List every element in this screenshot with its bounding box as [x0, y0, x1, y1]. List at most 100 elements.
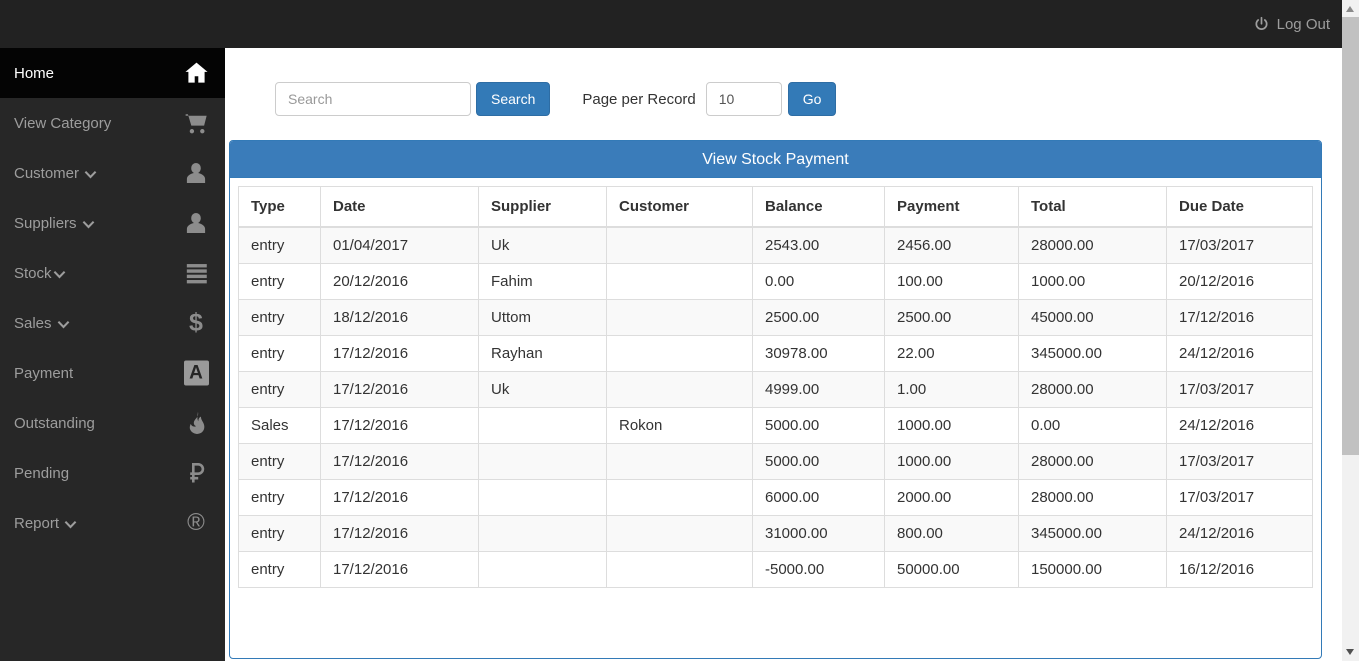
home-icon	[181, 60, 211, 87]
table-cell: 28000.00	[1018, 443, 1167, 480]
dollar-icon: $	[189, 308, 203, 337]
table-cell: 1.00	[884, 371, 1019, 408]
sidebar-item-customer[interactable]: Customer	[0, 148, 225, 198]
sidebar-menu: Home View Category Customer Suppliers Stock S…	[0, 48, 225, 548]
table-cell: Sales	[238, 407, 321, 444]
table-cell: 1000.00	[884, 443, 1019, 480]
table-cell: Uttom	[478, 299, 607, 336]
table-row: entry 17/12/2016 -5000.00 50000.00 150000.00…	[238, 551, 1313, 588]
table-cell: 17/12/2016	[320, 479, 479, 516]
sidebar-item-payment[interactable]: Payment A	[0, 348, 225, 398]
table-cell: Fahim	[478, 263, 607, 300]
chevron-down-icon	[64, 520, 77, 529]
table-cell: 20/12/2016	[1166, 263, 1313, 300]
table-cell: 24/12/2016	[1166, 335, 1313, 372]
table-cell: 17/12/2016	[1166, 299, 1313, 336]
table-cell: entry	[238, 263, 321, 300]
sidebar-item-label: View Category	[14, 114, 112, 132]
table-cell: 1000.00	[1018, 263, 1167, 300]
table-cell: 2456.00	[884, 226, 1019, 264]
table-cell	[606, 226, 753, 264]
sidebar-item-suppliers[interactable]: Suppliers	[0, 198, 225, 248]
table-cell: 5000.00	[752, 407, 885, 444]
table-cell: 2500.00	[884, 299, 1019, 336]
table-row: entry 18/12/2016 Uttom 2500.00 2500.00 45000.…	[238, 299, 1313, 336]
logout-button[interactable]: Log Out	[1253, 0, 1330, 48]
table-cell	[478, 407, 607, 444]
table-row: entry 17/12/2016 31000.00 800.00 345000.00 24…	[238, 515, 1313, 552]
table-cell: Rokon	[606, 407, 753, 444]
user-icon	[181, 209, 211, 237]
page-per-record-input[interactable]	[705, 82, 782, 116]
table-cell	[478, 515, 607, 552]
chevron-down-icon	[53, 270, 66, 279]
page-per-record-label: Page per Record	[582, 90, 696, 108]
sidebar-item-sales[interactable]: Sales $	[0, 298, 225, 348]
column-header: Type	[238, 186, 321, 228]
sidebar-item-label: Sales	[14, 314, 52, 332]
table-cell: Uk	[478, 226, 607, 264]
table-cell: 20/12/2016	[320, 263, 479, 300]
table-cell: 22.00	[884, 335, 1019, 372]
sidebar-item-pending[interactable]: Pending	[0, 448, 225, 498]
toolbar: Search Page per Record Go	[275, 82, 837, 116]
table-cell: 17/03/2017	[1166, 226, 1313, 264]
table-cell: 17/03/2017	[1166, 371, 1313, 408]
column-header: Due Date	[1166, 186, 1313, 228]
table-cell: 17/12/2016	[320, 371, 479, 408]
table-cell	[606, 263, 753, 300]
column-header: Supplier	[478, 186, 607, 228]
stock-payment-table: Type Date Supplier Customer Balance Payment To…	[238, 186, 1313, 588]
table-cell	[606, 299, 753, 336]
scroll-up-icon[interactable]	[1346, 6, 1354, 12]
search-input[interactable]	[275, 82, 471, 116]
table-cell: 17/12/2016	[320, 551, 479, 588]
table-cell: 150000.00	[1018, 551, 1167, 588]
table-cell: Rayhan	[478, 335, 607, 372]
sidebar-item-label: Home	[14, 64, 55, 82]
sidebar-item-outstanding[interactable]: Outstanding	[0, 398, 225, 448]
table-cell: 17/03/2017	[1166, 443, 1313, 480]
sidebar-item-label: Customer	[14, 164, 80, 182]
table-cell: 1000.00	[884, 407, 1019, 444]
sidebar-item-label: Payment	[14, 364, 74, 382]
adn-icon: A	[181, 360, 211, 386]
column-header: Payment	[884, 186, 1019, 228]
panel-body: Type Date Supplier Customer Balance Payment To…	[230, 178, 1321, 596]
sidebar-item-report[interactable]: Report ®	[0, 498, 225, 548]
table-cell	[606, 479, 753, 516]
table-cell: 800.00	[884, 515, 1019, 552]
scroll-down-icon[interactable]	[1346, 649, 1354, 655]
column-header: Customer	[606, 186, 753, 228]
scrollbar-thumb[interactable]	[1342, 17, 1359, 455]
table-cell: 100.00	[884, 263, 1019, 300]
user-icon	[181, 159, 211, 187]
vertical-scrollbar[interactable]	[1342, 0, 1359, 661]
table-cell	[478, 443, 607, 480]
table-cell	[606, 443, 753, 480]
table-cell: 345000.00	[1018, 515, 1167, 552]
table-cell: 6000.00	[752, 479, 885, 516]
sidebar-item-stock[interactable]: Stock	[0, 248, 225, 298]
registered-icon: ®	[187, 509, 205, 536]
main-content: Search Page per Record Go View Stock Pay…	[225, 48, 1342, 661]
column-header: Total	[1018, 186, 1167, 228]
ruble-icon	[181, 461, 211, 485]
search-button[interactable]: Search	[476, 82, 551, 116]
power-icon	[1253, 16, 1270, 33]
table-cell: 18/12/2016	[320, 299, 479, 336]
table-cell: 45000.00	[1018, 299, 1167, 336]
stock-payment-panel: View Stock Payment Type Date Supplier Custo…	[229, 140, 1322, 659]
table-header-row: Type Date Supplier Customer Balance Payment To…	[238, 186, 1313, 228]
sidebar-item-home[interactable]: Home	[0, 48, 225, 98]
table-cell: 345000.00	[1018, 335, 1167, 372]
table-cell: 28000.00	[1018, 226, 1167, 264]
sidebar-item-label: Pending	[14, 464, 70, 482]
sidebar-item-view-category[interactable]: View Category	[0, 98, 225, 148]
table-cell: 5000.00	[752, 443, 885, 480]
table-cell	[478, 479, 607, 516]
table-cell: 2500.00	[752, 299, 885, 336]
table-cell: 01/04/2017	[320, 226, 479, 264]
go-button[interactable]: Go	[787, 82, 837, 116]
table-cell: entry	[238, 226, 321, 264]
